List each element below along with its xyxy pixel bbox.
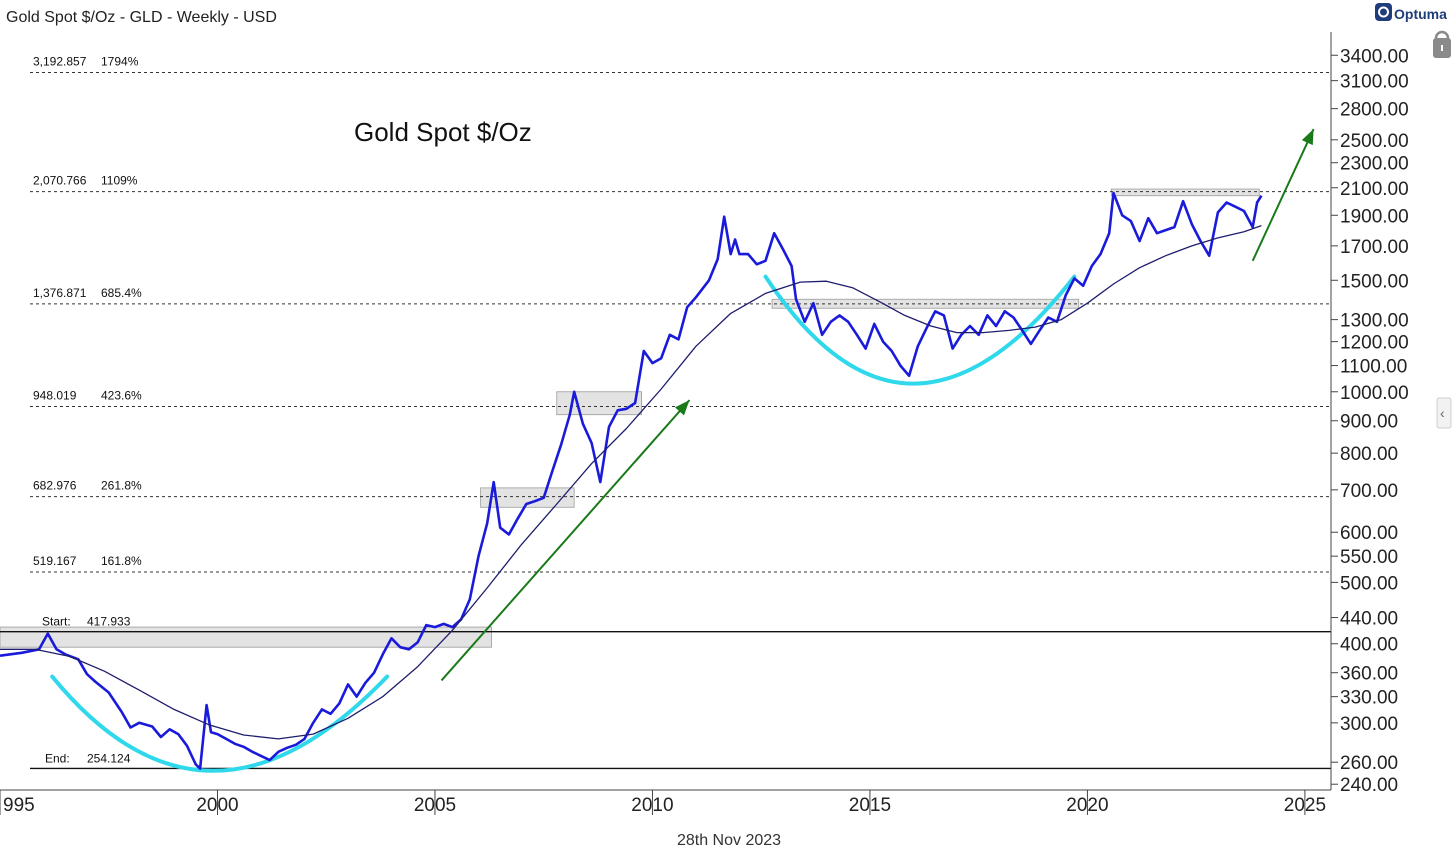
moving-average-line — [0, 224, 1262, 740]
fib-level-price: 682.976 — [33, 479, 77, 493]
x-tick-label: 2005 — [414, 795, 456, 816]
y-tick-label: 1900.00 — [1340, 206, 1409, 227]
y-tick-label: 440.00 — [1340, 609, 1398, 630]
y-tick-label: 3400.00 — [1340, 46, 1409, 67]
y-tick-label: 1200.00 — [1340, 333, 1409, 354]
y-tick-label: 1300.00 — [1340, 311, 1409, 332]
lock-icon[interactable] — [1433, 30, 1451, 58]
fib-level-percent: 1794% — [101, 55, 139, 69]
y-tick-label: 1000.00 — [1340, 383, 1409, 404]
y-tick-label: 3100.00 — [1340, 72, 1409, 93]
svg-text:‹: ‹ — [1440, 405, 1445, 421]
end-value: 254.124 — [87, 751, 131, 765]
y-tick-label: 700.00 — [1340, 481, 1398, 502]
fib-level-price: 519.167 — [33, 554, 77, 568]
brand-logo: Optuma — [1375, 3, 1447, 22]
trend-arrows — [440, 128, 1315, 682]
fib-level-price: 948.019 — [33, 388, 77, 402]
trend-arrow-line — [440, 399, 691, 682]
fib-level-percent: 261.8% — [101, 479, 142, 493]
chart-header-title: Gold Spot $/Oz - GLD - Weekly - USD — [6, 9, 277, 26]
trend-arrow-head — [1301, 129, 1314, 146]
y-tick-label: 900.00 — [1340, 412, 1398, 433]
brand-logo-icon — [1375, 3, 1392, 21]
start-value: 417.933 — [87, 615, 131, 629]
brand-logo-icon-ring — [1378, 6, 1389, 18]
price-series — [0, 191, 1263, 770]
y-tick-label: 400.00 — [1340, 635, 1398, 656]
x-tick-label: 2010 — [631, 795, 673, 816]
collapse-panel-icon[interactable]: ‹ — [1436, 397, 1452, 429]
date-label: 28th Nov 2023 — [677, 832, 781, 849]
y-tick-label: 240.00 — [1340, 775, 1398, 796]
fib-level-percent: 423.6% — [101, 388, 142, 402]
y-tick-label: 2300.00 — [1340, 154, 1409, 175]
end-label: End: — [45, 751, 70, 765]
brand-name: Optuma — [1394, 6, 1447, 22]
y-tick-label: 2800.00 — [1340, 100, 1409, 121]
fib-level-percent: 685.4% — [101, 286, 142, 300]
fib-level-price: 1,376.871 — [33, 286, 87, 300]
y-tick-label: 500.00 — [1340, 573, 1398, 594]
y-tick-label: 2100.00 — [1340, 179, 1409, 200]
y-tick-label: 1700.00 — [1340, 237, 1409, 258]
price-line — [0, 191, 1263, 770]
fib-level-price: 2,070.766 — [33, 174, 87, 188]
x-tick-label: 995 — [3, 795, 35, 816]
y-tick-label: 260.00 — [1340, 753, 1398, 774]
y-tick-label: 800.00 — [1340, 444, 1398, 465]
cup-arc — [763, 274, 1077, 386]
trend-arrow-head — [674, 400, 690, 416]
trend-arrow-line — [1251, 128, 1315, 262]
y-tick-label: 600.00 — [1340, 523, 1398, 544]
fib-level-percent: 1109% — [101, 174, 138, 188]
y-tick-label: 550.00 — [1340, 547, 1398, 568]
fibonacci-levels: 3,192.857 1794% 2,070.766 1109% 1,376.871 685… — [30, 55, 1331, 573]
fib-level-percent: 161.8% — [101, 554, 142, 568]
chart-inner-title: Gold Spot $/Oz — [354, 117, 532, 147]
y-tick-label: 330.00 — [1340, 688, 1398, 709]
start-label: Start: — [42, 615, 71, 629]
y-tick-label: 1100.00 — [1340, 357, 1407, 378]
x-tick-label: 2000 — [196, 795, 238, 816]
y-tick-label: 1500.00 — [1340, 271, 1409, 292]
y-tick-label: 300.00 — [1340, 714, 1398, 735]
y-tick-label: 360.00 — [1340, 664, 1398, 685]
resistance-zone — [1110, 188, 1260, 197]
x-tick-label: 2020 — [1066, 795, 1108, 816]
resistance-zone — [480, 487, 575, 508]
x-axis[interactable]: 995 2000 2005 2010 2015 2020 2025 — [0, 790, 1326, 816]
x-tick-label: 2025 — [1284, 795, 1326, 816]
y-tick-label: 2500.00 — [1340, 131, 1409, 152]
cup-formations — [50, 274, 1077, 773]
x-tick-label: 2015 — [849, 795, 891, 816]
fib-level-price: 3,192.857 — [33, 55, 87, 69]
resistance-zone — [0, 626, 492, 648]
cup-arc — [50, 674, 390, 773]
